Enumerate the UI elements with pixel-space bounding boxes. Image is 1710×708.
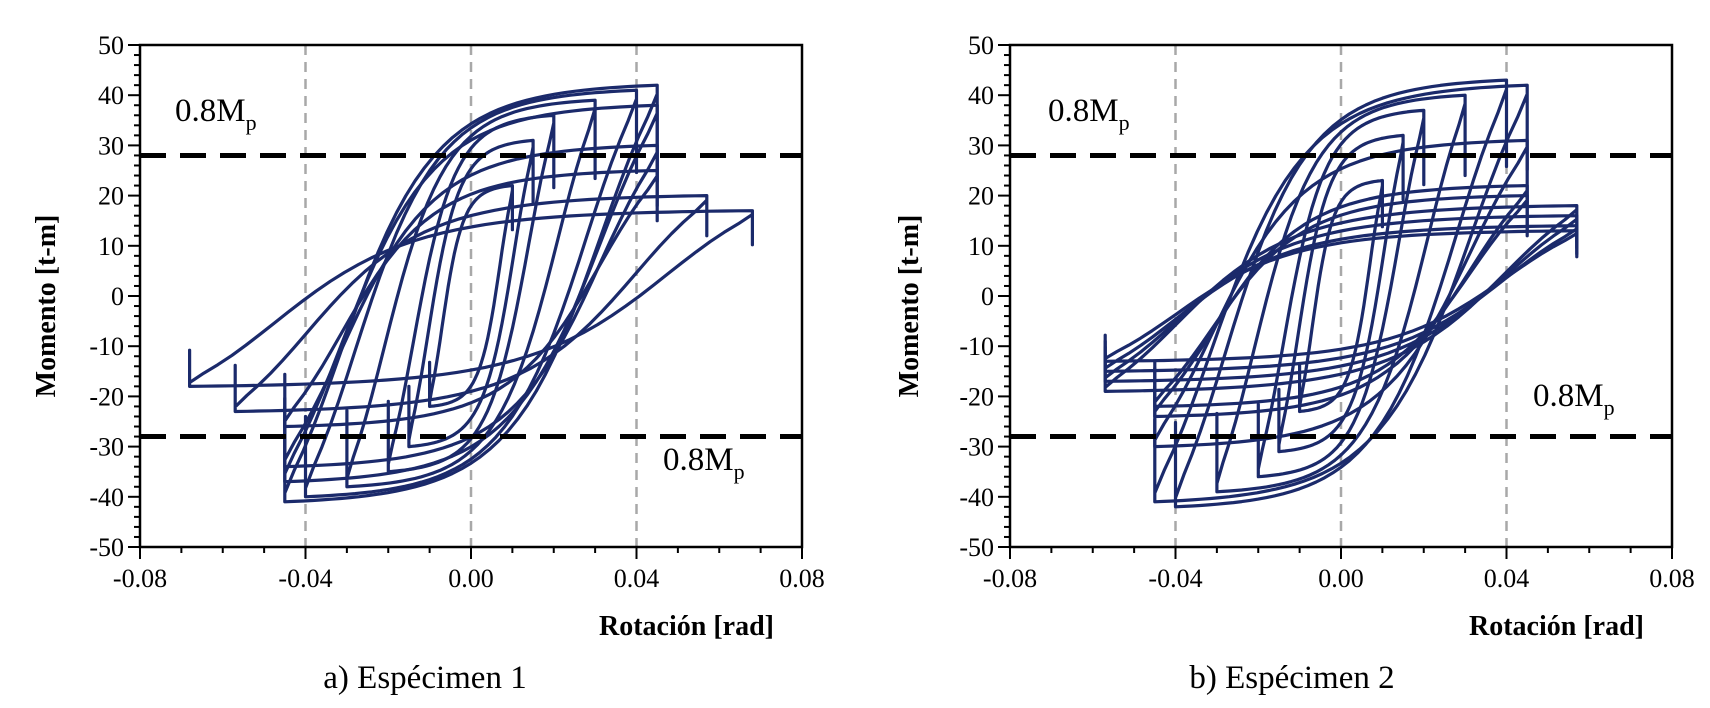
reference-label-main: 0.8M (1533, 378, 1604, 414)
y-tick-label: 30 (98, 131, 124, 160)
x-tick-label: -0.08 (983, 564, 1037, 593)
x-tick-label: 0.00 (448, 564, 494, 593)
y-tick-label: -20 (89, 382, 124, 411)
hysteresis-loop (407, 138, 535, 449)
reference-line-label: 0.8Mp (1533, 378, 1615, 420)
y-tick-label: 10 (98, 232, 124, 261)
y-tick-label: 0 (981, 282, 994, 311)
y-tick-label: 40 (968, 81, 994, 110)
y-tick-label: 10 (968, 232, 994, 261)
y-tick-label: -10 (959, 332, 994, 361)
reference-label-subscript: p (1119, 110, 1130, 135)
y-tick-label: -20 (959, 382, 994, 411)
x-tick-label: -0.04 (1148, 564, 1202, 593)
reference-line-label: 0.8Mp (663, 442, 745, 484)
reference-label-subscript: p (1604, 395, 1615, 420)
reference-label-subscript: p (734, 459, 745, 484)
figure-caption: a) Espécimen 1 (323, 660, 526, 696)
figure-caption: b) Espécimen 2 (1189, 660, 1394, 696)
x-tick-label: 0.08 (1649, 564, 1695, 593)
y-tick-label: -30 (89, 433, 124, 462)
reference-label-main: 0.8M (1048, 93, 1119, 129)
hysteresis-loop (1153, 194, 1529, 408)
reference-line-label: 0.8Mp (1048, 93, 1130, 135)
x-tick-label: 0.04 (614, 564, 660, 593)
hysteresis-loop (1153, 184, 1529, 419)
reference-label-subscript: p (246, 110, 257, 135)
hysteresis-loop (1256, 108, 1426, 479)
x-tick-label: 0.00 (1318, 564, 1364, 593)
y-tick-label: -30 (959, 433, 994, 462)
y-tick-label: 20 (98, 182, 124, 211)
hysteresis-loop (283, 103, 659, 484)
reference-label-main: 0.8M (663, 442, 734, 478)
hysteresis-loop (1277, 133, 1405, 454)
hysteresis-curves (1103, 78, 1579, 509)
y-tick-label: -40 (959, 483, 994, 512)
reference-line-label: 0.8Mp (175, 93, 257, 135)
hysteresis-loop (188, 209, 755, 388)
y-tick-label: 30 (968, 131, 994, 160)
y-tick-label: -50 (959, 533, 994, 562)
x-tick-label: 0.04 (1484, 564, 1530, 593)
reference-label-main: 0.8M (175, 93, 246, 129)
y-tick-label: -10 (89, 332, 124, 361)
hysteresis-loop (1215, 93, 1467, 494)
y-tick-label: 0 (111, 282, 124, 311)
hysteresis-loop (1103, 214, 1579, 383)
y-tick-label: 20 (968, 182, 994, 211)
chart-panel-b: -50 -40 -30 -20 -10 0 10 20 30 40 50 -0.08 -0.04 0.00… (894, 31, 1695, 696)
hysteresis-loop (1103, 229, 1579, 363)
y-axis-title: Momento [t-m] (31, 215, 62, 398)
chart-panel-a: -50 -40 -30 -20 -10 0 10 20 30 40 50 -0.08 -0.04 0.00… (31, 31, 825, 696)
y-tick-label: 50 (968, 31, 994, 60)
y-tick-label: 40 (98, 81, 124, 110)
hysteresis-loop (1153, 83, 1529, 504)
hysteresis-loop (428, 184, 515, 408)
y-tick-label: 50 (98, 31, 124, 60)
y-tick-label: -40 (89, 483, 124, 512)
hysteresis-curves (188, 83, 755, 504)
y-tick-label: -50 (89, 533, 124, 562)
x-axis-title: Rotación [rad] (1469, 611, 1644, 642)
hysteresis-loop (283, 83, 659, 504)
hysteresis-loop (1103, 204, 1579, 393)
y-axis-title: Momento [t-m] (894, 215, 925, 398)
x-axis-title: Rotación [rad] (599, 611, 774, 642)
hysteresis-loop (1173, 78, 1509, 509)
x-tick-label: 0.08 (779, 564, 825, 593)
x-tick-label: -0.08 (113, 564, 167, 593)
hysteresis-loop (283, 143, 659, 469)
x-tick-label: -0.04 (278, 564, 332, 593)
hysteresis-loop (283, 168, 659, 429)
